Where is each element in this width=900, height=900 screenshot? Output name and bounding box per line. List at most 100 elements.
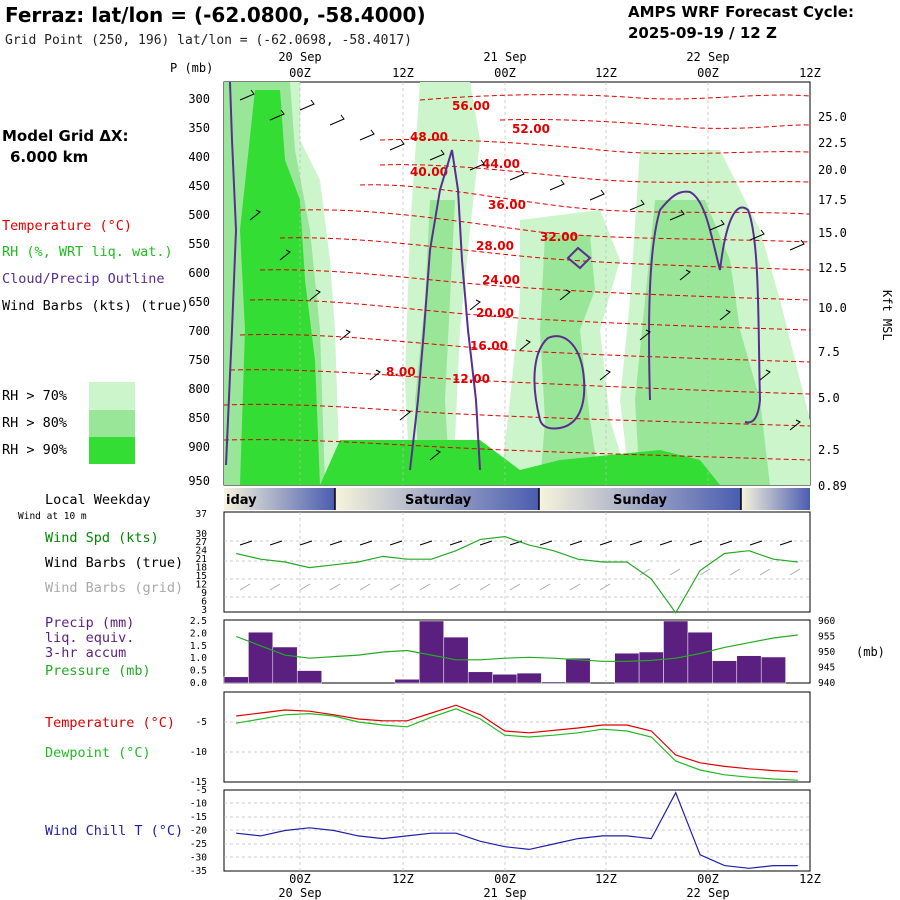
weekday-label: iday xyxy=(226,493,257,508)
kft-tick: 15.0 xyxy=(818,226,847,240)
precip-bar xyxy=(687,631,713,684)
legend-rh80-swatch xyxy=(89,410,135,437)
precip-label: Precip (mm) xyxy=(45,615,134,631)
rh90-region xyxy=(320,440,720,485)
legend-rh90-swatch xyxy=(89,437,135,464)
cross-section-grid xyxy=(299,82,709,485)
temperature-panel-frame xyxy=(223,691,811,783)
weekday-segment xyxy=(224,488,335,510)
top-date-label: 22 Sep xyxy=(686,50,729,64)
dewpoint-label: Dewpoint (°C) xyxy=(45,745,151,761)
bottom-time-label: 00Z xyxy=(289,872,311,886)
page-title: Ferraz: lat/lon = (-62.0800, -58.4000) xyxy=(5,3,426,27)
bottom-time-axis: 00Z 12Z 00Z 12Z 00Z 12Z 20 Sep 21 Sep 22… xyxy=(278,872,821,900)
legend-wind-barbs: Wind Barbs (kts) (true) xyxy=(2,298,189,314)
precip-tick: 1.0 xyxy=(190,653,207,664)
pressure-tick: 500 xyxy=(188,208,210,222)
weekday-segment xyxy=(539,488,741,510)
precip-bar xyxy=(223,676,249,684)
windchill-tick: -5 xyxy=(196,785,207,796)
precip-tick: 1.5 xyxy=(190,641,207,652)
kft-tick: 20.0 xyxy=(818,163,847,177)
precip-bar xyxy=(492,674,518,684)
kft-tick: 2.5 xyxy=(818,443,840,457)
kft-tick: 25.0 xyxy=(818,110,847,124)
windchill-tick: -20 xyxy=(190,826,207,837)
precip-tick: 0.5 xyxy=(190,666,207,677)
pressure-tick: 945 xyxy=(818,663,835,674)
isotherm-label: 32.00 xyxy=(540,230,578,244)
precip-bar xyxy=(736,655,762,684)
precip-bar xyxy=(272,646,298,684)
temperature-tick: -10 xyxy=(190,747,207,758)
precip-panel: Precip (mm) liq. equiv. 3-hr accum Press… xyxy=(45,615,885,689)
top-time-label: 12Z xyxy=(392,66,414,80)
rh90-region xyxy=(240,90,320,485)
wind-speed-tick: 6 xyxy=(201,597,207,608)
bottom-date-label: 20 Sep xyxy=(278,886,321,900)
kft-tick: 7.5 xyxy=(818,345,840,359)
cloud-outlines xyxy=(225,81,762,471)
precip-bar xyxy=(541,681,567,684)
bottom-date-label: 21 Sep xyxy=(483,886,526,900)
kft-tick: 12.5 xyxy=(818,261,847,275)
isotherms xyxy=(223,94,811,461)
pressure-tick: 950 xyxy=(188,474,210,488)
bottom-date-label: 22 Sep xyxy=(686,886,729,900)
weekday-segment xyxy=(335,488,539,510)
model-grid-label: Model Grid ΔX: xyxy=(2,127,129,145)
windchill-panel-frame xyxy=(223,789,811,872)
pressure-tick: 850 xyxy=(188,411,210,425)
temperature-line xyxy=(236,704,798,773)
isotherm-label: 40.00 xyxy=(410,165,448,179)
weekday-title: Local Weekday xyxy=(45,492,151,508)
wind-barbs-true-row xyxy=(239,540,793,546)
pressure-tick: 450 xyxy=(188,179,210,193)
windchill-tick: -25 xyxy=(190,839,207,850)
pressure-tick: 950 xyxy=(818,647,835,658)
precip-ticks: 2.52.0 1.51.0 0.50.0 xyxy=(190,616,207,689)
windchill-panel: Wind Chill T (°C) -5 -10 -15 -20 -25 -30 -35 xyxy=(45,785,811,877)
precip-tick: 2.5 xyxy=(190,616,207,627)
windchill-tick: -30 xyxy=(190,853,207,864)
top-time-label: 00Z xyxy=(697,66,719,80)
top-time-label: 00Z xyxy=(494,66,516,80)
precip-bar xyxy=(419,620,444,684)
precip-bar xyxy=(297,670,322,684)
grid-point-subtitle: Grid Point (250, 196) lat/lon = (-62.069… xyxy=(5,33,412,48)
pressure-ticks: 960 955 950 945 940 xyxy=(818,616,835,689)
forecast-cycle-date: 2025-09-19 / 12 Z xyxy=(628,24,777,42)
kft-tick: 5.0 xyxy=(818,391,840,405)
top-time-label: 12Z xyxy=(799,66,821,80)
wind-barbs-grid-row xyxy=(239,568,801,591)
legend-rh70-label: RH > 70% xyxy=(2,388,67,404)
legend-temperature: Temperature (°C) xyxy=(2,218,132,234)
weekday-segment xyxy=(741,488,810,510)
kft-tick: 10.0 xyxy=(818,301,847,315)
pressure-tick: 650 xyxy=(188,295,210,309)
legend-rh80-label: RH > 80% xyxy=(2,415,67,431)
wind-panel: Wind Spd (kts) Wind Barbs (true) Wind Ba… xyxy=(45,509,811,616)
bottom-time-label: 12Z xyxy=(595,872,617,886)
pressure-tick: 700 xyxy=(188,324,210,338)
temperature-tick: -5 xyxy=(196,717,207,728)
precip-bar xyxy=(394,679,420,684)
bottom-time-label: 12Z xyxy=(799,872,821,886)
precip-bar xyxy=(663,620,689,684)
isotherm-label: 48.00 xyxy=(410,130,448,144)
wind-speed-label: Wind Spd (kts) xyxy=(45,530,159,546)
precip-bar xyxy=(248,631,274,684)
windchill-label: Wind Chill T (°C) xyxy=(45,823,183,839)
windchill-tick: -15 xyxy=(190,812,207,823)
wind-speed-tick: 30 xyxy=(196,529,208,540)
pressure-label: Pressure (mb) xyxy=(45,663,151,679)
weekday-label: Sunday xyxy=(613,493,668,508)
wind-speed-tick: 24 xyxy=(196,546,208,557)
pressure-tick: 300 xyxy=(188,92,210,106)
pressure-tick: 600 xyxy=(188,266,210,280)
isotherm-label: 20.00 xyxy=(476,306,514,320)
isotherm-label: 12.00 xyxy=(452,372,490,386)
temperature-panel: Temperature (°C) Dewpoint (°C) -5 -10 -15 xyxy=(45,691,811,788)
